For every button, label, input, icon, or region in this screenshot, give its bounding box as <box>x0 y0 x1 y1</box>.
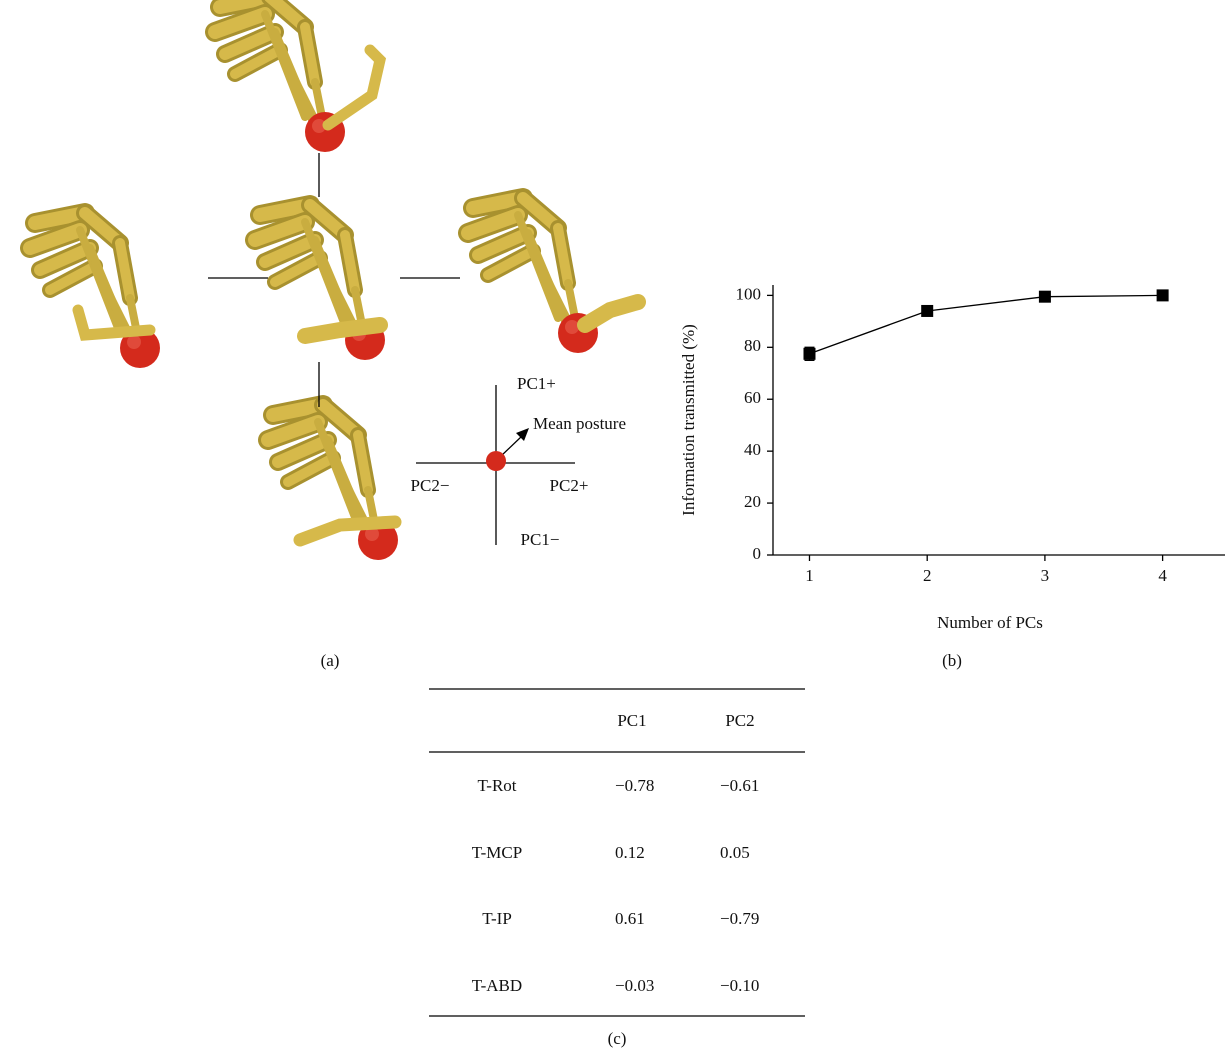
caption: (a) <box>321 651 340 670</box>
column-header: PC1 <box>617 711 646 730</box>
cell: −0.78 <box>615 776 654 795</box>
hand-pc2-plus <box>468 198 598 353</box>
cell: −0.03 <box>615 976 654 995</box>
y-tick-label: 80 <box>744 336 761 355</box>
thumb <box>305 325 380 336</box>
cell: −0.61 <box>720 776 759 795</box>
hand-illustrations <box>30 0 638 560</box>
figure: PC1+ Mean posture PC2− PC2+ PC1− (a) (b)… <box>0 0 1225 1056</box>
marker <box>921 305 933 317</box>
thumb <box>328 50 380 125</box>
label: PC1− <box>521 530 560 549</box>
hand-pc2-minus <box>30 213 160 368</box>
marker <box>1157 289 1169 301</box>
row-header: T-Rot <box>477 776 516 795</box>
marker <box>803 348 815 360</box>
x-tick-label: 2 <box>923 566 932 585</box>
marker <box>1039 291 1051 303</box>
row-header: T-ABD <box>472 976 522 995</box>
y-tick-label: 60 <box>744 388 761 407</box>
row-header: T-MCP <box>472 843 522 862</box>
thumb <box>585 302 638 325</box>
caption: (c) <box>608 1029 627 1048</box>
y-axis-label: Information transmitted (%) <box>679 324 698 516</box>
label: PC2+ <box>550 476 589 495</box>
cell: 0.61 <box>615 909 645 928</box>
label: PC1+ <box>517 374 556 393</box>
cell: −0.10 <box>720 976 759 995</box>
data-line <box>809 295 1162 353</box>
mean-dot <box>486 451 506 471</box>
cell: −0.79 <box>720 909 759 928</box>
x-tick-label: 4 <box>1158 566 1167 585</box>
table: PC1 PC2 T-Rot −0.78 −0.61 T-MCP 0.12 0.05 T-IP 0.… <box>472 711 760 995</box>
chart: 0 20 40 60 80 100 1 2 3 4 <box>736 284 1225 585</box>
y-tick-label: 20 <box>744 492 761 511</box>
x-axis-label: Number of PCs <box>937 613 1043 632</box>
cell: 0.05 <box>720 843 750 862</box>
y-tick-label: 0 <box>753 544 762 563</box>
column-header: PC2 <box>725 711 754 730</box>
caption: (b) <box>942 651 962 670</box>
hand-pc1-minus <box>268 405 398 560</box>
x-tick-label: 1 <box>805 566 814 585</box>
y-tick-label: 100 <box>736 284 762 303</box>
y-tick-label: 40 <box>744 440 761 459</box>
label: PC2− <box>411 476 450 495</box>
label: Mean posture <box>533 414 626 433</box>
row-header: T-IP <box>482 909 512 928</box>
x-tick-label: 3 <box>1041 566 1050 585</box>
cell: 0.12 <box>615 843 645 862</box>
